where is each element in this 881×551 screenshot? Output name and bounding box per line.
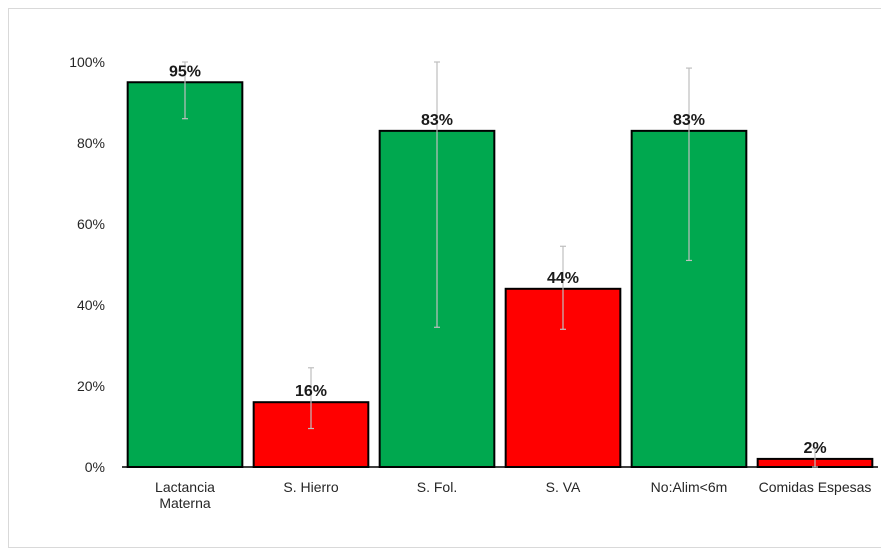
x-tick-label: S. VA — [546, 479, 581, 495]
y-tick-label: 60% — [77, 216, 105, 232]
x-axis: Lactancia Materna S. Hierro S. Fol. S. VA No:… — [155, 479, 871, 511]
data-label: 83% — [673, 112, 705, 129]
x-tick-label: No:Alim<6m — [651, 479, 728, 495]
error-bar — [308, 367, 314, 430]
data-labels: 95% 16% 83% 44% 83% 2% — [169, 63, 827, 457]
error-bar — [182, 61, 188, 120]
y-tick-label: 40% — [77, 297, 105, 313]
data-label: 83% — [421, 112, 453, 129]
data-label: 95% — [169, 63, 201, 80]
data-label: 2% — [803, 440, 826, 457]
y-tick-label: 100% — [69, 54, 105, 70]
bar — [126, 81, 244, 468]
error-bar — [434, 61, 440, 328]
y-tick-label: 80% — [77, 135, 105, 151]
x-tick-label: S. Fol. — [417, 479, 457, 495]
error-bar — [812, 448, 818, 468]
error-bar — [560, 245, 566, 330]
x-tick-label: Comidas Espesas — [759, 479, 872, 495]
data-label: 16% — [295, 383, 327, 400]
y-tick-label: 20% — [77, 378, 105, 394]
error-bar — [686, 67, 692, 262]
y-axis: 0% 20% 40% 60% 80% 100% — [69, 54, 878, 475]
y-tick-label: 0% — [85, 459, 105, 475]
bars — [126, 81, 874, 469]
x-tick-label: Lactancia Materna — [155, 479, 215, 511]
x-tick-label: S. Hierro — [283, 479, 338, 495]
data-label: 44% — [547, 270, 579, 287]
error-bars — [182, 61, 818, 468]
